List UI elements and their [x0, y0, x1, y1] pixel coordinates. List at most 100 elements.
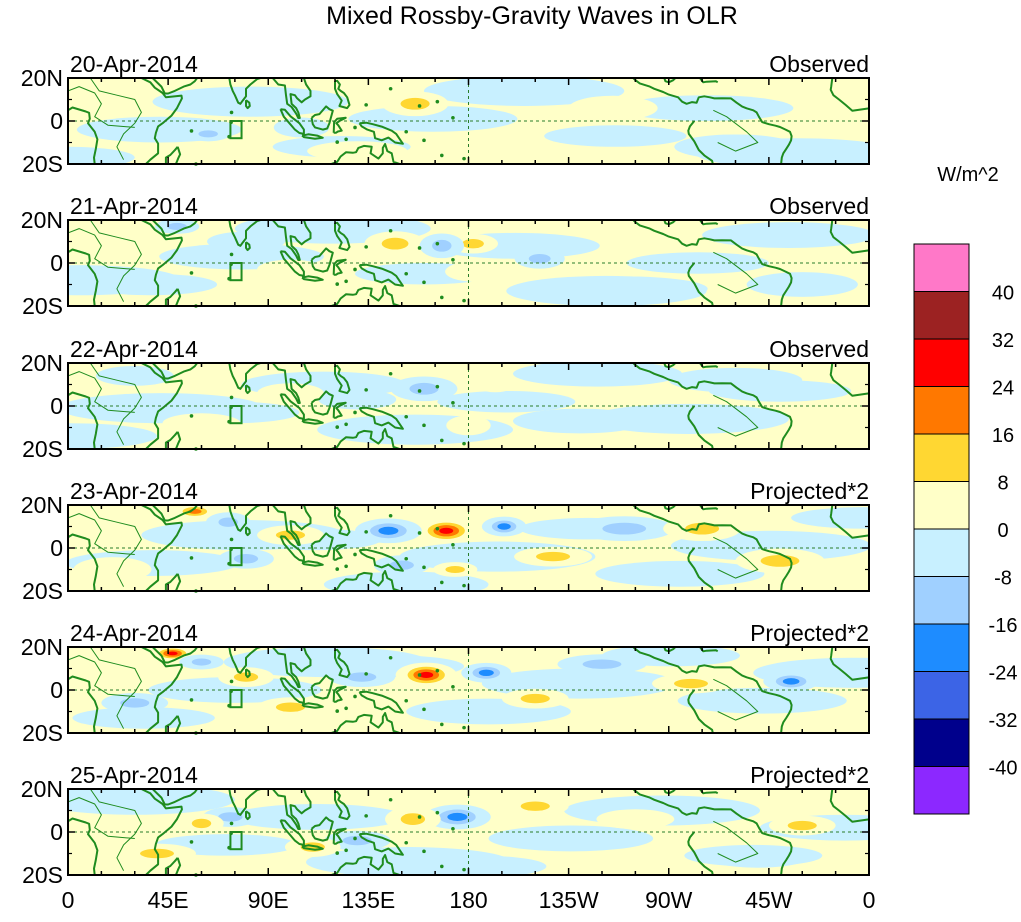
panel-date: 21-Apr-2014: [70, 193, 198, 219]
coast-africa_horn: [140, 789, 183, 875]
anomaly-field: [68, 789, 869, 875]
contour-24: [419, 671, 434, 679]
coast-arabia: [151, 505, 198, 522]
weak-anomaly: [306, 847, 511, 875]
island-dot: [440, 438, 444, 443]
weak-anomaly: [702, 222, 869, 248]
island-dot: [335, 567, 340, 571]
anomaly-7: [513, 408, 647, 434]
island-dot: [229, 679, 234, 684]
coast-seasia: [271, 789, 312, 830]
island-dot: [440, 153, 444, 158]
island-dot: [344, 564, 348, 569]
colorbar-label: 24: [992, 378, 1014, 400]
y-tick-label: 20N: [21, 65, 63, 91]
island-dot: [422, 565, 426, 570]
y-tick-label: 20N: [21, 634, 63, 660]
coast-africa_west: [68, 817, 99, 875]
weak-anomaly: [437, 390, 576, 413]
coast-seasia: [271, 505, 312, 546]
anomaly-10: [746, 272, 858, 297]
contour-8: [685, 522, 720, 535]
coast-africa_west: [68, 391, 99, 449]
island-dot: [404, 840, 409, 845]
colorbar-swatch: [913, 528, 970, 577]
borders: [89, 78, 142, 160]
anomaly-6: [95, 366, 174, 386]
colorbar-swatch: [913, 671, 970, 720]
coast-africa_horn: [140, 505, 183, 591]
island-dot: [364, 672, 368, 676]
coast-madagascar: [164, 573, 182, 591]
weak-anomaly: [348, 105, 518, 132]
coast-africa_west: [68, 248, 99, 306]
coast-africa_horn: [140, 220, 183, 306]
coast-africa_horn: [140, 647, 183, 733]
coast-seasia: [271, 220, 312, 261]
contour--8: [120, 698, 150, 708]
island-dot: [227, 134, 231, 139]
coast-philippines: [334, 221, 351, 252]
island-dot: [435, 668, 440, 673]
weak-anomaly: [68, 423, 157, 449]
island-dot: [422, 423, 426, 428]
coast-nwafrica: [829, 220, 869, 254]
panel-label: Projected*2: [750, 478, 869, 504]
island-dot: [335, 282, 340, 286]
coast-sulawesi: [332, 258, 347, 276]
contour-8: [536, 551, 571, 562]
island-dot: [451, 115, 455, 120]
coast-srilanka: [245, 668, 251, 679]
panel-date: 22-Apr-2014: [70, 336, 198, 362]
coast-madagascar: [164, 288, 182, 306]
borders-2: [68, 371, 135, 413]
coast-newguinea: [358, 263, 404, 287]
island-dot: [335, 140, 340, 144]
x-tick-label: 90E: [248, 887, 289, 913]
island-dot: [229, 252, 234, 257]
island-dot: [404, 698, 409, 703]
island-dot: [227, 845, 231, 850]
colorbar-swatch: [913, 291, 970, 340]
coast-java: [301, 133, 324, 140]
anomaly-7: [257, 259, 324, 280]
colorbar-label: -32: [989, 710, 1018, 732]
index-box: [229, 120, 243, 140]
island-dot: [417, 104, 422, 108]
coast-philippines: [334, 648, 351, 679]
coast-india: [228, 363, 261, 390]
island-dot: [417, 389, 422, 393]
coast-africa_horn: [140, 363, 183, 449]
island-dot: [353, 125, 357, 130]
anomaly-field: [68, 647, 869, 733]
contour-8: [233, 672, 259, 682]
coast-sam_west: [687, 262, 714, 306]
anomaly-8: [207, 231, 285, 252]
coast-borneo: [310, 532, 334, 558]
colorbar-swatch: [913, 623, 970, 672]
coast-centralamerica: [632, 505, 793, 591]
coast-australia: [320, 143, 400, 164]
y-tick-label: 20N: [21, 776, 63, 802]
anomaly-field: [68, 363, 869, 449]
colorbar-label: -24: [989, 663, 1018, 685]
colorbar-label: 0: [997, 520, 1008, 542]
panels-group: 20N 0 20S 20-Apr-2014 Observed 20N 0 20S 21-Apr-…: [21, 51, 870, 888]
borders-2: [68, 86, 135, 128]
island-dot: [388, 86, 393, 91]
y-tick-label: 20S: [22, 151, 63, 177]
contour-24: [439, 527, 454, 534]
colorbar-swatch: [913, 481, 970, 530]
island-dot: [344, 279, 348, 284]
coast-arabia: [151, 363, 198, 380]
contour-8: [275, 530, 306, 540]
anomaly-7: [674, 134, 797, 160]
island-dot: [227, 276, 231, 281]
coastlines: [68, 647, 869, 733]
colorbar-label: -16: [989, 615, 1018, 637]
coast-australia: [320, 428, 400, 449]
borders: [89, 789, 142, 871]
index-box: [229, 262, 243, 282]
island-dot: [189, 698, 194, 702]
coast-borneo: [310, 390, 334, 416]
